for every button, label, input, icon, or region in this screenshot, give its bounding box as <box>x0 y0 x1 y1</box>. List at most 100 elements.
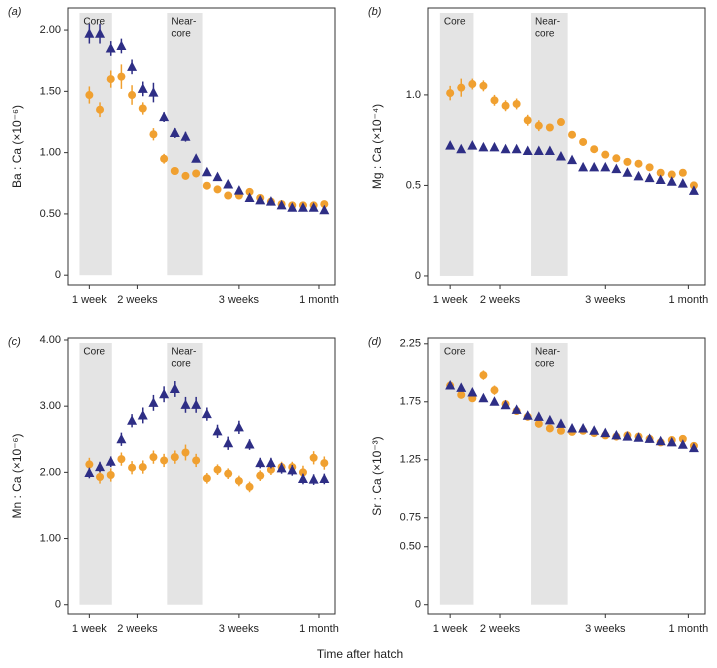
point <box>677 439 688 449</box>
point <box>213 185 222 194</box>
y-tick-label: 1.25 <box>400 454 421 466</box>
y-tick-label: 1.75 <box>400 396 421 408</box>
point <box>137 409 148 420</box>
point <box>234 476 243 485</box>
point <box>201 166 212 177</box>
point <box>678 168 687 177</box>
point <box>589 161 600 172</box>
point <box>600 161 611 172</box>
point <box>578 161 589 172</box>
point <box>319 473 330 483</box>
x-tick-label: 1 week <box>72 294 107 306</box>
point <box>601 150 610 159</box>
point <box>467 140 478 150</box>
point <box>170 453 179 462</box>
panel-label: (d) <box>368 336 382 348</box>
point <box>245 187 254 196</box>
x-tick-label: 3 weeks <box>219 623 260 635</box>
point <box>224 469 233 478</box>
point <box>149 130 158 139</box>
point <box>456 382 467 392</box>
point <box>276 462 287 473</box>
y-tick-label: 0.75 <box>400 512 421 524</box>
point <box>677 178 688 188</box>
point <box>479 371 488 380</box>
point <box>544 145 555 156</box>
point <box>297 473 308 483</box>
point <box>128 91 137 100</box>
point <box>688 185 699 195</box>
point <box>490 96 499 105</box>
y-tick-label: 0 <box>55 599 61 611</box>
y-tick-label: 4.00 <box>40 334 61 346</box>
point <box>192 456 201 465</box>
point <box>579 137 588 146</box>
y-axis-label: Mn : Ca (×10⁻⁶) <box>10 434 24 519</box>
x-tick-label: 3 weeks <box>585 623 626 635</box>
x-tick-label: 2 weeks <box>117 294 158 306</box>
region-label: Core <box>83 347 105 358</box>
point <box>96 105 105 114</box>
panel-label: (a) <box>8 6 22 18</box>
x-tick-label: 2 weeks <box>117 623 158 635</box>
point <box>159 111 170 122</box>
point <box>478 141 489 152</box>
point <box>105 456 116 466</box>
point <box>589 425 600 435</box>
point <box>212 425 223 436</box>
point <box>534 419 543 428</box>
point <box>244 439 255 449</box>
point <box>445 380 456 390</box>
point <box>611 163 622 174</box>
point <box>555 150 566 161</box>
point <box>545 424 554 433</box>
region-label: Near- <box>535 347 560 358</box>
x-tick-label: 2 weeks <box>480 294 521 306</box>
point <box>106 75 115 84</box>
point <box>523 116 532 125</box>
y-axis-label: Ba : Ca (×10⁻⁶) <box>10 105 24 188</box>
point <box>622 431 633 441</box>
point <box>105 42 116 53</box>
point <box>534 121 543 130</box>
point <box>117 72 126 81</box>
point <box>567 154 578 165</box>
point <box>490 386 499 395</box>
y-tick-label: 2.00 <box>40 24 61 36</box>
point <box>511 404 522 414</box>
x-tick-label: 1 week <box>433 623 468 635</box>
y-tick-label: 0 <box>415 599 421 611</box>
point <box>298 468 307 477</box>
panel-label: (b) <box>368 6 382 18</box>
panel-label: (c) <box>8 336 21 348</box>
point <box>255 457 266 468</box>
y-tick-label: 0 <box>55 269 61 281</box>
point <box>160 154 169 163</box>
y-tick-label: 0.50 <box>400 541 421 553</box>
point <box>456 143 467 154</box>
point <box>445 140 456 150</box>
region-label: Core <box>444 347 466 358</box>
point <box>84 467 95 478</box>
shaded-region <box>79 343 112 605</box>
point <box>655 435 666 446</box>
point <box>213 465 222 474</box>
y-tick-label: 2.25 <box>400 338 421 350</box>
point <box>567 422 578 433</box>
point <box>468 80 477 89</box>
point <box>622 167 633 177</box>
point <box>95 28 106 38</box>
x-tick-label: 1 month <box>669 623 709 635</box>
x-tick-label: 1 month <box>299 294 339 306</box>
point <box>181 448 190 457</box>
point <box>233 185 244 195</box>
shaded-region <box>531 13 568 276</box>
y-tick-label: 2.00 <box>40 466 61 478</box>
point <box>309 453 318 462</box>
point <box>457 83 466 92</box>
y-tick-label: 1.00 <box>40 532 61 544</box>
point <box>245 482 254 491</box>
y-axis-label: Mg : Ca (×10⁻⁴) <box>370 104 384 189</box>
point <box>500 399 511 410</box>
point <box>128 463 137 472</box>
